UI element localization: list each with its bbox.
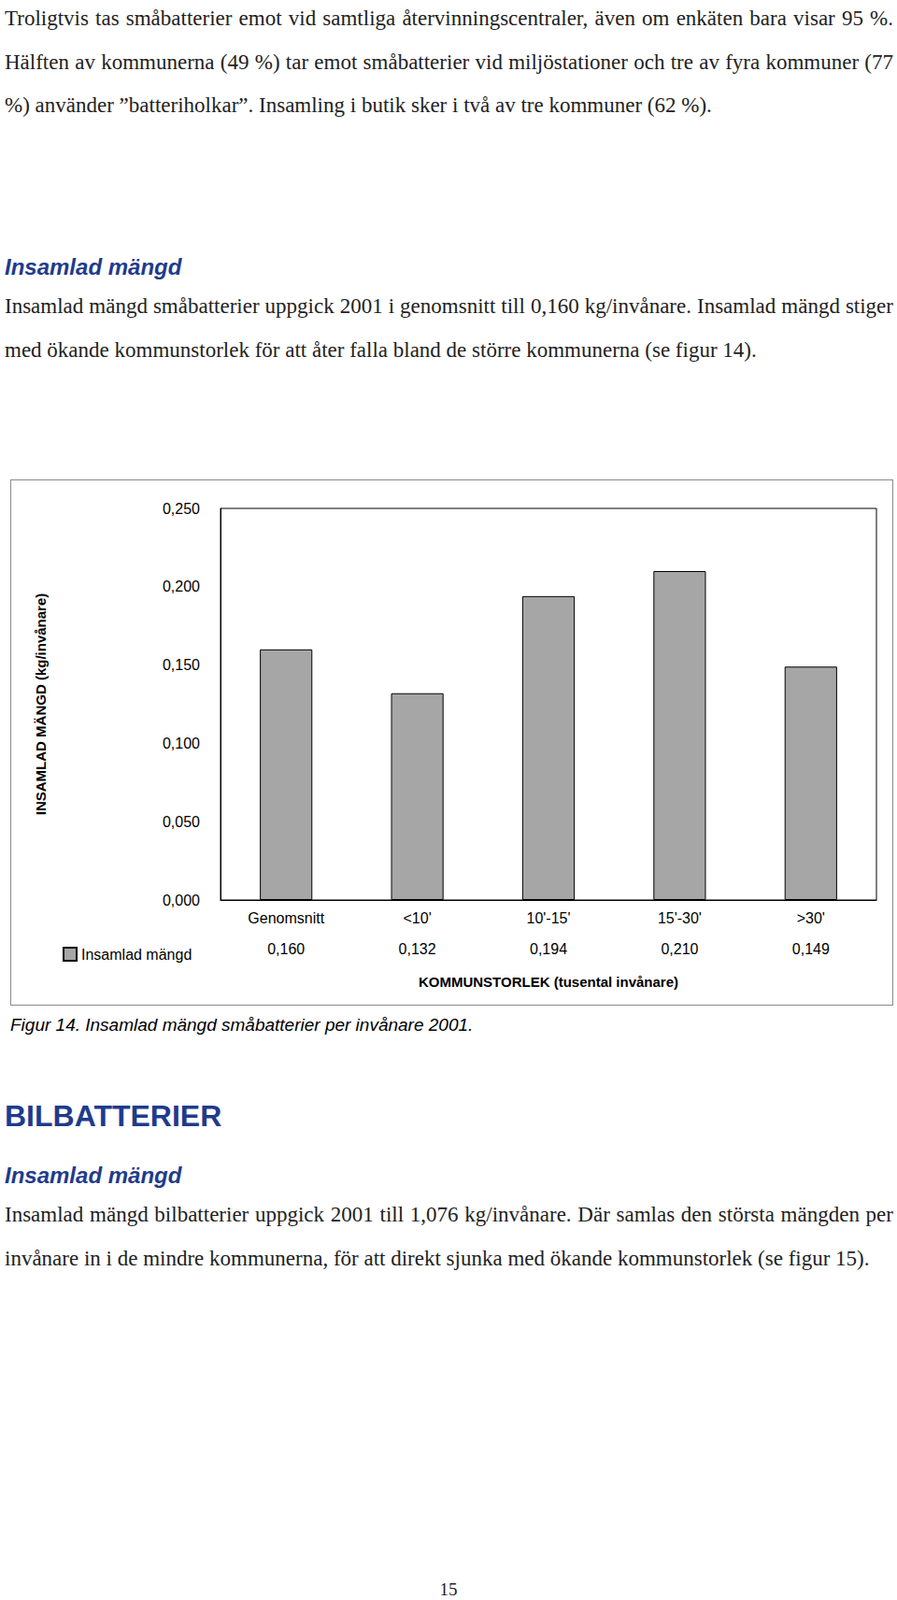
svg-text:>30': >30' (797, 910, 826, 926)
html-text:Insamlad mängd: Insamlad mängd (4, 1162, 182, 1188)
svg-text:0,149: 0,149 (792, 940, 830, 957)
svg-text:0,150: 0,150 (162, 656, 200, 673)
svg-text:<10': <10' (402, 910, 431, 926)
svg-text:0,000: 0,000 (162, 892, 200, 909)
svg-text:Genomsnitt: Genomsnitt (247, 910, 325, 926)
svg-text:KOMMUNSTORLEK (tusental invåna: KOMMUNSTORLEK (tusental invånare) (418, 973, 679, 990)
svg-text:15'-30': 15'-30' (657, 910, 702, 926)
svg-text:0,050: 0,050 (162, 813, 200, 830)
html-text:BILBATTERIER: BILBATTERIER (4, 1098, 222, 1133)
svg-text:0,160: 0,160 (267, 940, 305, 957)
svg-text:0,210: 0,210 (660, 940, 698, 957)
html-text:15: 15 (439, 1579, 458, 1599)
html-text:Insamlad mängd småbatterier up: Insamlad mängd småbatterier uppgick 2001… (4, 294, 894, 362)
svg-text:0,200: 0,200 (162, 578, 200, 595)
html-text:Figur 14. Insamlad mängd småba: Figur 14. Insamlad mängd småbatterier pe… (10, 1014, 474, 1035)
svg-text:0,194: 0,194 (529, 940, 568, 957)
html-text:Troligtvis tas småbatterier em: Troligtvis tas småbatterier emot vid sam… (4, 6, 894, 117)
html-text:Insamlad mängd bilbatterier up: Insamlad mängd bilbatterier uppgick 2001… (4, 1202, 894, 1270)
svg-text:0,132: 0,132 (398, 940, 437, 957)
svg-text:0,250: 0,250 (162, 500, 200, 517)
svg-text:INSAMLAD MÄNGD (kg/invånare): INSAMLAD MÄNGD (kg/invånare) (32, 593, 49, 816)
svg-text:10'-15': 10'-15' (526, 910, 570, 926)
html-text:Insamlad mängd: Insamlad mängd (4, 254, 182, 280)
svg-text:0,100: 0,100 (162, 735, 200, 752)
svg-text:Insamlad mängd: Insamlad mängd (81, 946, 192, 963)
